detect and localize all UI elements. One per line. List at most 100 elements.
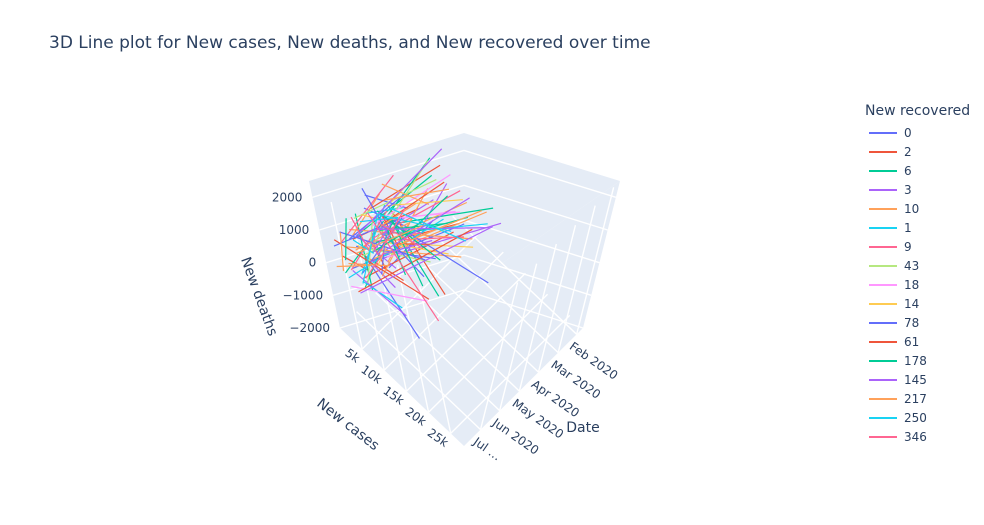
- deaths-gridline-left-0: [339, 289, 465, 329]
- trace-segment: [339, 232, 345, 272]
- deaths-tick-label: 0: [309, 256, 317, 270]
- trace-segment: [387, 206, 467, 242]
- trace-segment: [379, 203, 416, 228]
- legend-item[interactable]: 78: [865, 313, 980, 332]
- back-wall: [464, 133, 620, 290]
- legend-label: 9: [904, 239, 912, 254]
- date-gridline-5: [479, 282, 519, 430]
- legend-title: New recovered: [865, 103, 971, 119]
- date-gridline-3: [518, 243, 558, 392]
- trace-segment: [336, 264, 372, 268]
- date-axis-title: Date: [566, 420, 599, 436]
- trace-segment: [339, 174, 394, 245]
- cases-tick-label: 5k: [342, 346, 362, 366]
- legend-swatch: [869, 340, 897, 343]
- gridlines: [312, 149, 617, 434]
- cases-gridline-0: [330, 201, 363, 350]
- legend-swatch: [869, 207, 897, 210]
- legend-label: 1: [904, 220, 912, 235]
- legend-label: 18: [904, 277, 920, 292]
- cases-gridline-4: [419, 286, 452, 434]
- cases-floor-gridline-1: [383, 251, 504, 371]
- legend-label: 250: [904, 410, 927, 425]
- deaths-tick-label: −2000: [289, 321, 330, 335]
- trace-segment: [333, 239, 430, 300]
- deaths-tick-label: 2000: [272, 190, 303, 204]
- legend-label: 3: [904, 182, 912, 197]
- date-floor-gridline-5: [356, 311, 482, 431]
- trace-segment: [368, 160, 429, 252]
- legend-item[interactable]: 18: [865, 275, 980, 294]
- trace-segment: [360, 226, 493, 294]
- legend-item[interactable]: 43: [865, 256, 980, 275]
- legend-item[interactable]: 346: [865, 427, 980, 446]
- series-250: [352, 206, 467, 284]
- legend-swatch: [869, 283, 897, 286]
- trace-segment: [350, 216, 370, 251]
- trace-segment: [389, 207, 494, 225]
- right-wall: [464, 181, 620, 446]
- deaths-gridline-left-4: [312, 149, 465, 199]
- trace-segment: [377, 246, 388, 265]
- legend-swatch: [869, 245, 897, 248]
- chart-title: 3D Line plot for New cases, New deaths, …: [49, 33, 651, 53]
- trace-segment: [348, 262, 389, 267]
- legend-label: 10: [904, 201, 920, 216]
- trace-segment: [395, 243, 430, 245]
- legend-item[interactable]: 9: [865, 237, 980, 256]
- date-gridline-4: [498, 263, 538, 411]
- date-gridline-1: [557, 205, 596, 353]
- date-gridline-2: [537, 225, 577, 373]
- cases-floor-gridline-4: [450, 314, 571, 434]
- legend-item[interactable]: 178: [865, 351, 980, 370]
- series-346: [350, 207, 440, 322]
- deaths-gridline-back-1: [463, 254, 592, 297]
- legend-swatch: [869, 188, 897, 191]
- legend-label: 61: [904, 334, 920, 349]
- trace-segment: [367, 212, 440, 322]
- trace-segment: [358, 228, 473, 293]
- deaths-tick-label: −1000: [283, 288, 324, 302]
- trace-segment: [372, 227, 490, 231]
- trace-segment: [362, 214, 379, 284]
- legend-label: 346: [904, 429, 927, 444]
- legend-swatch: [869, 226, 897, 229]
- trace-segment: [390, 218, 424, 287]
- cases-axis-title: New cases: [314, 396, 383, 454]
- trace-segment: [344, 246, 462, 258]
- cases-floor-gridline-0: [361, 230, 482, 350]
- date-tick-label: Jul …: [470, 434, 504, 463]
- date-floor-gridline-3: [394, 272, 520, 392]
- legend: New recovered 0 2 6 3 10 1 9 43 18 14 78 61 178 145 21…: [865, 103, 980, 446]
- legend-item[interactable]: 6: [865, 161, 980, 180]
- legend-item[interactable]: 10: [865, 199, 980, 218]
- legend-label: 178: [904, 353, 927, 368]
- deaths-axis-title: New deaths: [237, 255, 280, 338]
- legend-item[interactable]: 0: [865, 123, 980, 142]
- legend-swatch: [869, 169, 897, 172]
- legend-item[interactable]: 1: [865, 218, 980, 237]
- trace-segment: [400, 210, 483, 245]
- legend-item[interactable]: 3: [865, 180, 980, 199]
- legend-swatch: [869, 378, 897, 381]
- date-floor-gridline-4: [375, 292, 501, 412]
- trace-segment: [357, 244, 361, 248]
- legend-item[interactable]: 2: [865, 142, 980, 161]
- trace-segment: [378, 207, 406, 254]
- trace-segment: [359, 216, 399, 223]
- legend-item[interactable]: 61: [865, 332, 980, 351]
- legend-item[interactable]: 145: [865, 370, 980, 389]
- legend-swatch: [869, 359, 897, 362]
- legend-label: 2: [904, 144, 912, 159]
- deaths-tick-label: 1000: [279, 223, 310, 237]
- legend-swatch: [869, 321, 897, 324]
- legend-item[interactable]: 14: [865, 294, 980, 313]
- legend-label: 78: [904, 315, 920, 330]
- legend-swatch: [869, 435, 897, 438]
- trace-segment: [377, 222, 422, 248]
- legend-items: 0 2 6 3 10 1 9 43 18 14 78 61 178 145 217 250 346: [865, 123, 980, 446]
- series-217: [336, 183, 483, 272]
- legend-item[interactable]: 217: [865, 389, 980, 408]
- legend-item[interactable]: 250: [865, 408, 980, 427]
